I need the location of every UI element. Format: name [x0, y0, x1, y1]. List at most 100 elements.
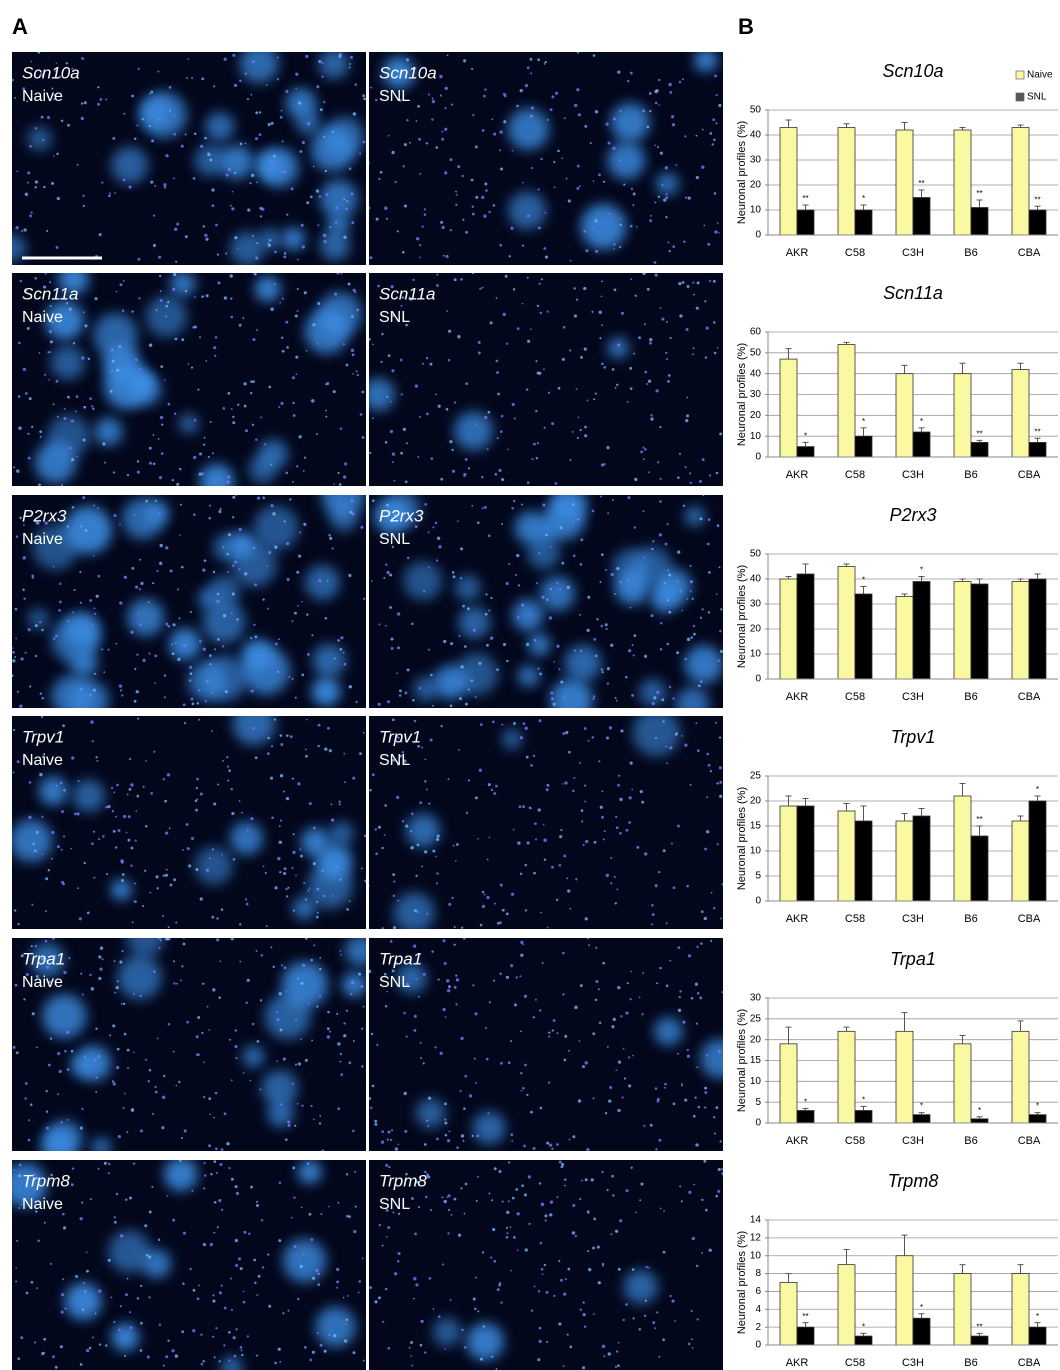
signal-dot — [487, 410, 491, 414]
cell-signal — [42, 993, 87, 1039]
signal-dot — [42, 138, 45, 141]
signal-dot — [256, 181, 258, 184]
signal-dot — [572, 789, 575, 793]
signal-dot — [524, 863, 527, 867]
signal-dot — [119, 601, 123, 605]
signal-dot — [51, 938, 56, 940]
signal-dot — [402, 165, 405, 168]
signal-dot — [160, 452, 164, 455]
x-tick-label: C3H — [902, 1357, 924, 1369]
signal-dot — [714, 721, 717, 724]
signal-dot — [103, 461, 106, 464]
signal-dot — [529, 613, 531, 615]
signal-dot — [252, 727, 255, 730]
signal-dot — [510, 1269, 513, 1272]
signal-dot — [354, 291, 357, 293]
signal-dot — [601, 280, 603, 283]
signal-dot — [209, 654, 212, 657]
signal-dot — [508, 563, 511, 566]
signal-dot — [533, 442, 536, 446]
signal-dot — [123, 112, 126, 115]
signal-dot — [604, 623, 608, 627]
cell-signal — [242, 1045, 265, 1068]
bar — [1011, 581, 1030, 680]
signal-dot — [562, 993, 565, 996]
bar — [912, 431, 931, 458]
x-tick-label: AKR — [786, 247, 809, 259]
signal-dot — [55, 62, 58, 64]
signal-dot — [12, 1045, 16, 1049]
y-axis-label: Neuronal profiles (%) — [736, 565, 748, 668]
micrograph-content — [12, 938, 366, 1151]
signal-dot — [593, 638, 597, 641]
signal-dot — [403, 1091, 407, 1096]
signal-dot — [441, 137, 445, 141]
signal-dot — [171, 1349, 175, 1353]
signal-dot — [212, 1294, 215, 1297]
signal-dot — [474, 1012, 478, 1016]
signal-dot — [94, 1312, 97, 1315]
signal-dot — [15, 1280, 18, 1283]
signal-dot — [511, 402, 515, 407]
signal-dot — [522, 1087, 525, 1090]
signal-dot — [490, 596, 493, 600]
cell-signal — [580, 204, 627, 250]
chart-title: Scn11a — [883, 283, 943, 303]
signal-dot — [418, 687, 421, 690]
signal-dot — [172, 177, 175, 180]
signal-dot — [533, 871, 536, 875]
signal-dot — [75, 1274, 79, 1278]
signal-dot — [308, 1212, 312, 1216]
signal-dot — [313, 944, 316, 947]
signal-dot — [684, 657, 687, 661]
signal-dot — [291, 480, 294, 483]
signal-dot — [444, 1133, 448, 1137]
signal-dot — [165, 546, 169, 550]
signal-dot — [410, 812, 414, 816]
signal-dot — [586, 1148, 590, 1151]
signal-dot — [270, 504, 274, 508]
signal-dot — [182, 1231, 186, 1235]
error-bar — [1017, 815, 1024, 821]
signal-dot — [113, 1321, 116, 1323]
bar — [895, 820, 914, 902]
signal-dot — [488, 836, 491, 839]
signal-dot — [595, 946, 598, 949]
signal-dot — [234, 236, 238, 240]
cell-signal — [91, 1137, 112, 1151]
signal-dot — [343, 752, 346, 755]
significance-label: * — [978, 1106, 981, 1115]
signal-dot — [123, 1092, 126, 1095]
signal-dot — [407, 512, 410, 514]
signal-dot — [329, 225, 332, 229]
signal-dot — [627, 1056, 631, 1059]
signal-dot — [414, 525, 418, 529]
signal-dot — [704, 300, 707, 303]
signal-dot — [680, 1084, 683, 1087]
signal-dot — [654, 89, 658, 94]
signal-dot — [501, 909, 504, 912]
cell-signal — [403, 561, 443, 601]
signal-dot — [378, 1223, 382, 1227]
signal-dot — [88, 1346, 92, 1350]
significance-label: ** — [802, 1312, 808, 1321]
signal-dot — [508, 1161, 511, 1164]
signal-dot — [353, 1229, 357, 1234]
signal-dot — [198, 689, 201, 692]
signal-dot — [516, 1249, 519, 1252]
signal-dot — [413, 1014, 417, 1018]
signal-dot — [232, 53, 236, 57]
signal-dot — [587, 739, 590, 742]
signal-dot — [633, 634, 637, 637]
signal-dot — [470, 178, 474, 182]
signal-dot — [61, 1212, 65, 1216]
signal-dot — [255, 256, 259, 260]
signal-dot — [22, 556, 26, 560]
signal-dot — [384, 804, 387, 807]
signal-dot — [677, 1008, 682, 1013]
signal-dot — [163, 696, 166, 699]
signal-dot — [232, 495, 236, 499]
signal-dot — [381, 332, 384, 336]
signal-dot — [697, 1105, 701, 1109]
error-bar — [802, 441, 809, 447]
